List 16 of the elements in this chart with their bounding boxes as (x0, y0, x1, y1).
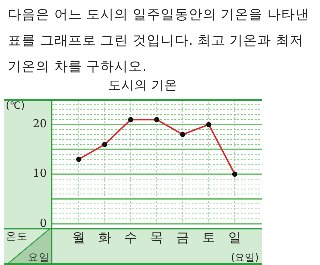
x-tick-label: 금 (176, 231, 190, 246)
text: 온도 (6, 231, 28, 243)
text: 요일 (28, 252, 50, 264)
y-tick-label: 0 (40, 216, 47, 230)
x-axis-title: (요일) (231, 253, 260, 264)
x-tick-label: 토 (202, 231, 216, 246)
chart-title: 도시의 기온 (108, 78, 178, 94)
y-tick-label: 20 (33, 118, 47, 131)
x-tick-label: 일 (228, 231, 242, 246)
x-tick-label: 화 (98, 231, 112, 246)
x-tick-label: 월 (72, 231, 86, 246)
y-axis-title: (℃) (6, 101, 26, 112)
x-tick-label: 목 (150, 231, 164, 246)
x-tick-label: 수 (124, 231, 138, 246)
text: 다음은 어느 도시의 일주일동안의 기온을 나타낸 표를 그래프로 그린 것입니다. 최고 기온과 최저 기온의 차를 구하시오. (7, 6, 310, 77)
y-tick-label: 10 (33, 167, 47, 180)
